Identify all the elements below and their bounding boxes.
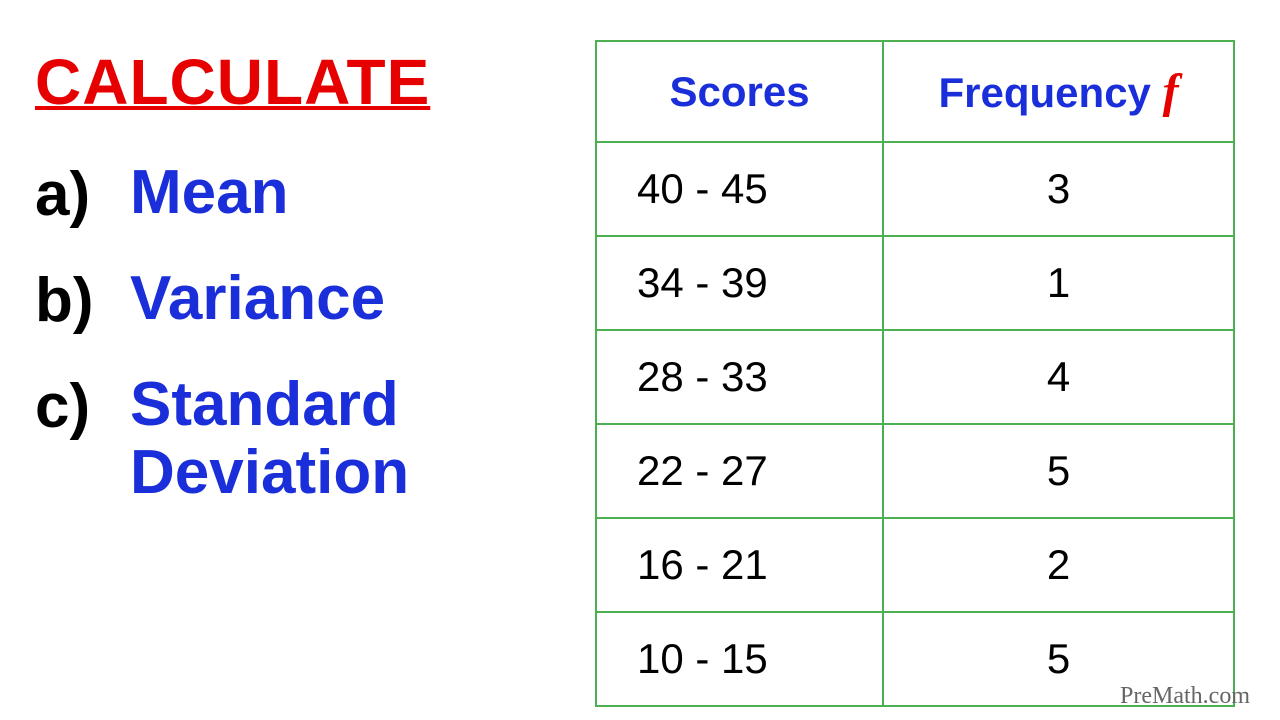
cell-scores: 16 - 21	[596, 518, 883, 612]
list-text-std-deviation: Standard Deviation	[130, 371, 585, 507]
cell-scores: 22 - 27	[596, 424, 883, 518]
table-row: 16 - 21 2	[596, 518, 1234, 612]
column-header-frequency: Frequency f	[883, 41, 1234, 142]
left-panel: CALCULATE a) Mean b) Variance c) Standar…	[35, 25, 585, 670]
cell-frequency: 1	[883, 236, 1234, 330]
cell-frequency: 4	[883, 330, 1234, 424]
cell-frequency: 5	[883, 424, 1234, 518]
cell-scores: 10 - 15	[596, 612, 883, 706]
list-text-variance: Variance	[130, 265, 385, 333]
list-item-a: a) Mean	[35, 159, 585, 230]
cell-scores: 40 - 45	[596, 142, 883, 236]
list-item-c: c) Standard Deviation	[35, 371, 585, 507]
cell-scores: 34 - 39	[596, 236, 883, 330]
watermark: PreMath.com	[1120, 683, 1250, 710]
list-letter-b: b)	[35, 265, 115, 336]
list-item-b: b) Variance	[35, 265, 585, 336]
cell-frequency: 3	[883, 142, 1234, 236]
column-header-scores: Scores	[596, 41, 883, 142]
cell-scores: 28 - 33	[596, 330, 883, 424]
page-title: CALCULATE	[35, 45, 585, 119]
table-header-row: Scores Frequency f	[596, 41, 1234, 142]
table-row: 28 - 33 4	[596, 330, 1234, 424]
table-row: 40 - 45 3	[596, 142, 1234, 236]
frequency-table: Scores Frequency f 40 - 45 3 34 - 39 1	[595, 40, 1235, 707]
frequency-symbol: f	[1163, 65, 1179, 118]
list-text-mean: Mean	[130, 159, 288, 227]
table-row: 22 - 27 5	[596, 424, 1234, 518]
right-panel: Scores Frequency f 40 - 45 3 34 - 39 1	[585, 25, 1245, 670]
list-letter-a: a)	[35, 159, 115, 230]
main-container: CALCULATE a) Mean b) Variance c) Standar…	[0, 0, 1280, 720]
list-letter-c: c)	[35, 371, 115, 442]
table-row: 34 - 39 1	[596, 236, 1234, 330]
cell-frequency: 2	[883, 518, 1234, 612]
